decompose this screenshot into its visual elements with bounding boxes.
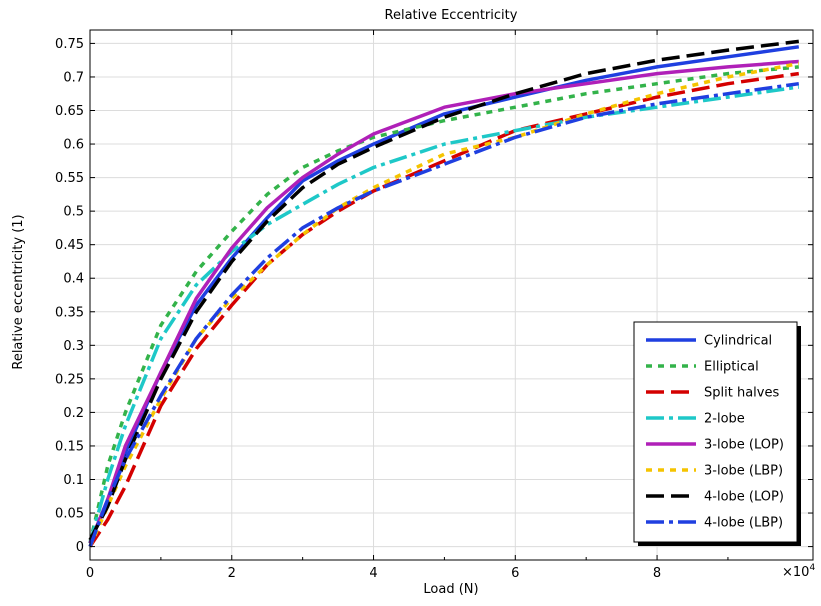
legend-label: 3-lobe (LBP) bbox=[704, 464, 783, 479]
y-tick-label: 0.05 bbox=[55, 507, 84, 522]
x-tick-label: 8 bbox=[653, 566, 661, 581]
series-line bbox=[88, 61, 800, 548]
y-tick-label: 0.7 bbox=[63, 70, 84, 85]
x-tick-label: 6 bbox=[511, 566, 519, 581]
y-tick-label: 0.55 bbox=[55, 171, 84, 186]
y-tick-label: 0.1 bbox=[63, 473, 84, 488]
legend-label: 4-lobe (LOP) bbox=[704, 490, 784, 505]
y-tick-label: 0.3 bbox=[63, 339, 84, 354]
y-axis-label: Relative eccentricity (1) bbox=[11, 214, 26, 369]
y-tick-label: 0.6 bbox=[63, 138, 84, 153]
y-tick-label: 0.5 bbox=[63, 205, 84, 220]
legend-label: 4-lobe (LBP) bbox=[704, 516, 783, 531]
series-line bbox=[88, 81, 800, 548]
axis-layer: 0 0.05 0.1 0.15 0.2 0.25 0.3 0.35 0.4 0.45 0.5 0.55… bbox=[55, 30, 813, 581]
series-line bbox=[88, 65, 799, 544]
legend-label: 2-lobe bbox=[704, 412, 745, 427]
plot-frame bbox=[89, 29, 814, 561]
x-multiplier-base: ×10 bbox=[782, 565, 809, 580]
legend-label: Elliptical bbox=[704, 360, 759, 375]
x-tick-label: 4 bbox=[369, 566, 377, 581]
x-multiplier-exponent: 4 bbox=[809, 563, 815, 573]
y-tick-label: 0 bbox=[76, 540, 84, 555]
x-axis-multiplier: ×104 bbox=[782, 563, 815, 580]
y-tick-label: 0.25 bbox=[55, 372, 84, 387]
y-tick-label: 0.4 bbox=[63, 272, 84, 287]
x-tick-label: 0 bbox=[86, 566, 94, 581]
y-tick-label: 0.35 bbox=[55, 305, 84, 320]
series-line bbox=[88, 71, 800, 548]
y-tick-label: 0.45 bbox=[55, 238, 84, 253]
chart-title: Relative Eccentricity bbox=[385, 8, 518, 23]
x-tick-label: 2 bbox=[228, 566, 236, 581]
series-layer bbox=[88, 39, 800, 548]
legend-label: Split halves bbox=[704, 386, 779, 401]
x-axis-label: Load (N) bbox=[423, 582, 478, 597]
y-tick-label: 0.65 bbox=[55, 104, 84, 119]
series-line bbox=[88, 59, 799, 544]
y-tick-label: 0.2 bbox=[63, 406, 84, 421]
series-line bbox=[88, 39, 800, 541]
y-tick-label: 0.75 bbox=[55, 37, 84, 52]
legend: Cylindrical Elliptical Split halves 2-lobe 3… bbox=[633, 321, 801, 546]
legend-label: Cylindrical bbox=[704, 334, 772, 349]
legend-label: 3-lobe (LOP) bbox=[704, 438, 784, 453]
legend-box bbox=[633, 321, 798, 543]
y-tick-label: 0.15 bbox=[55, 439, 84, 454]
